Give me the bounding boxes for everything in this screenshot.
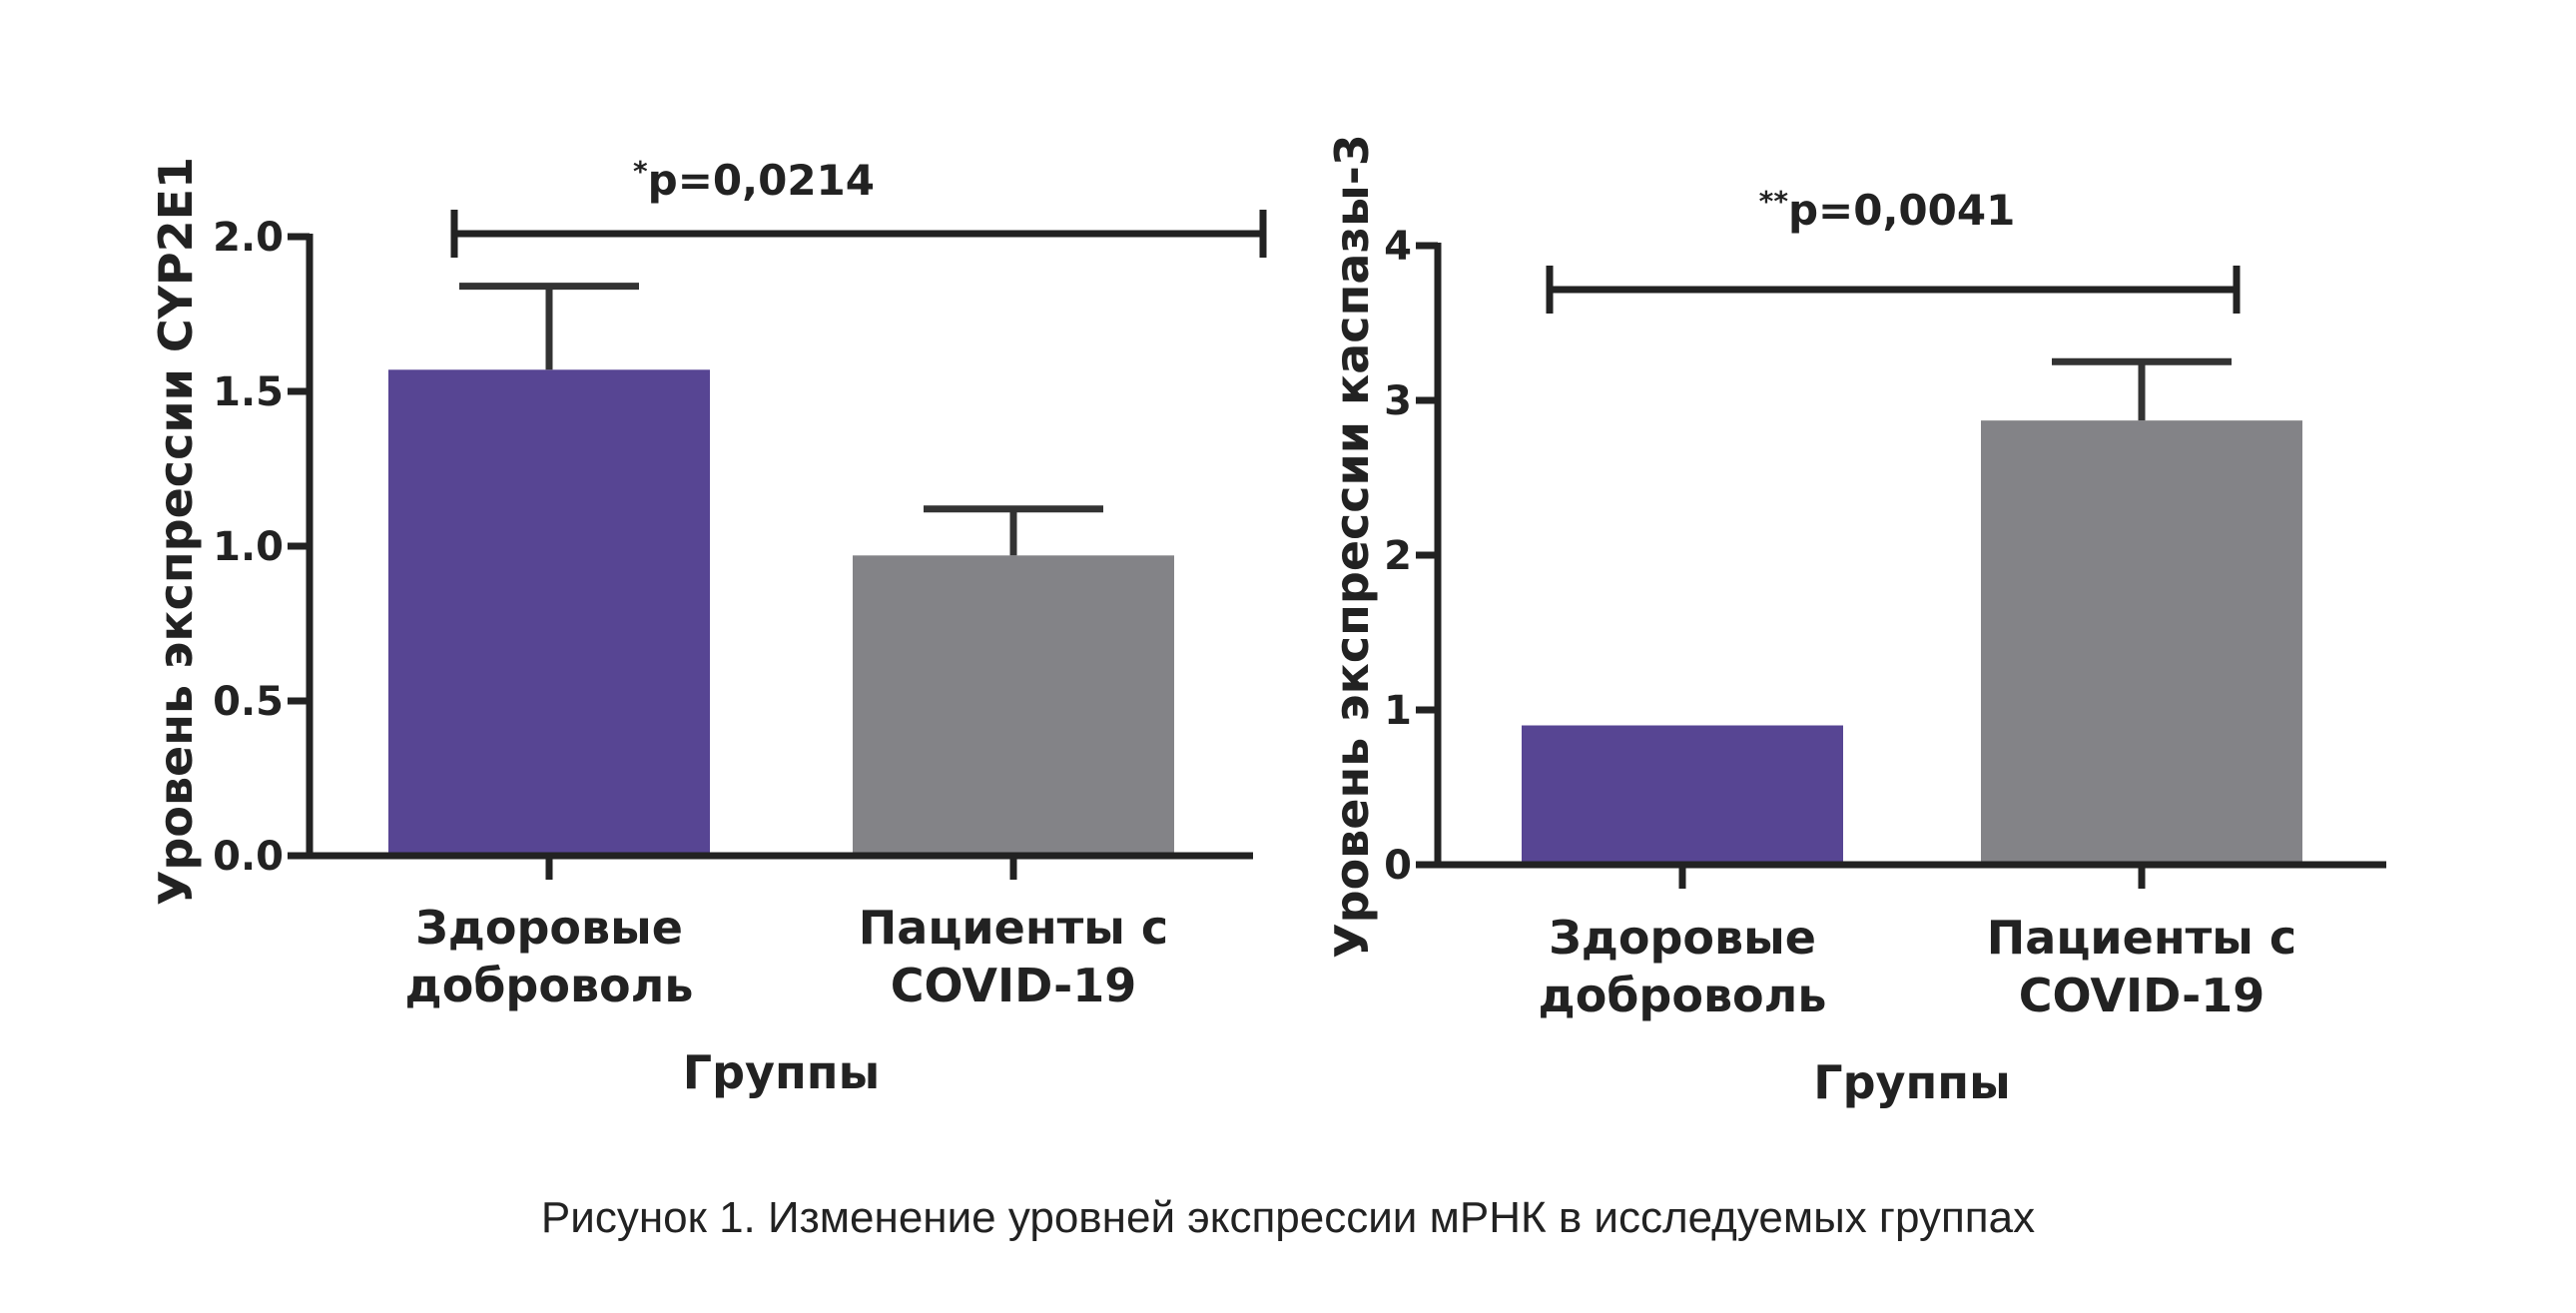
x-category-label-line: доброволь xyxy=(1539,969,1827,1022)
significance-label: **p=0,0041 xyxy=(1759,185,2016,235)
x-category-label-line: COVID-19 xyxy=(2019,969,2265,1022)
y-tick-label: 3 xyxy=(1384,378,1412,424)
chart-cyp2e1: 0.0 0.5 1.0 1.5 2.0 Здоровые доброволь Пациенты… xyxy=(149,155,1267,1099)
y-tick-label: 4 xyxy=(1384,224,1412,270)
significance-p-value: p=0,0214 xyxy=(648,156,875,205)
chart-caspase3: 0 1 2 3 4 Здоровые доброволь Пациенты с COVID-19… xyxy=(1325,134,2386,1109)
y-tick-label: 1.0 xyxy=(213,524,284,570)
bar-healthy xyxy=(1522,725,1843,865)
y-tick-label: 1 xyxy=(1384,688,1412,734)
x-category-label-line: Здоровые xyxy=(415,901,683,955)
y-axis-title: Уровень экспрессии CYP2E1 xyxy=(149,157,203,906)
bar-healthy xyxy=(388,369,710,856)
y-axis-title: Уровень экспрессии каспазы-3 xyxy=(1325,134,1379,959)
y-tick-label: 1.5 xyxy=(213,369,284,415)
x-axis-title: Группы xyxy=(1813,1055,2010,1109)
x-category-label: Здоровые доброволь xyxy=(405,901,694,1012)
x-category-label-line: Здоровые xyxy=(1549,911,1816,965)
significance-label: *p=0,0214 xyxy=(633,155,875,205)
y-tick-label: 2 xyxy=(1384,533,1412,579)
y-tick-label: 0 xyxy=(1384,843,1412,889)
bar-covid xyxy=(853,555,1174,856)
significance-p-value: p=0,0041 xyxy=(1788,186,2015,235)
y-tick-label: 0.0 xyxy=(213,834,284,880)
x-category-label-line: Пациенты с xyxy=(859,901,1168,955)
significance-star: * xyxy=(633,155,648,188)
figure-caption: Рисунок 1. Изменение уровней экспрессии … xyxy=(540,1193,2036,1242)
significance-star: ** xyxy=(1759,185,1789,218)
y-tick-label: 2.0 xyxy=(213,215,284,261)
x-category-label-line: COVID-19 xyxy=(891,959,1137,1012)
x-axis-title: Группы xyxy=(683,1045,880,1099)
x-category-label: Здоровые доброволь xyxy=(1539,911,1827,1022)
x-category-label-line: Пациенты с xyxy=(1987,911,2296,965)
x-category-label: Пациенты с COVID-19 xyxy=(859,901,1168,1012)
y-tick-label: 0.5 xyxy=(213,679,284,725)
x-category-label: Пациенты с COVID-19 xyxy=(1987,911,2296,1022)
x-category-label-line: доброволь xyxy=(405,959,694,1012)
bar-covid xyxy=(1981,420,2302,865)
